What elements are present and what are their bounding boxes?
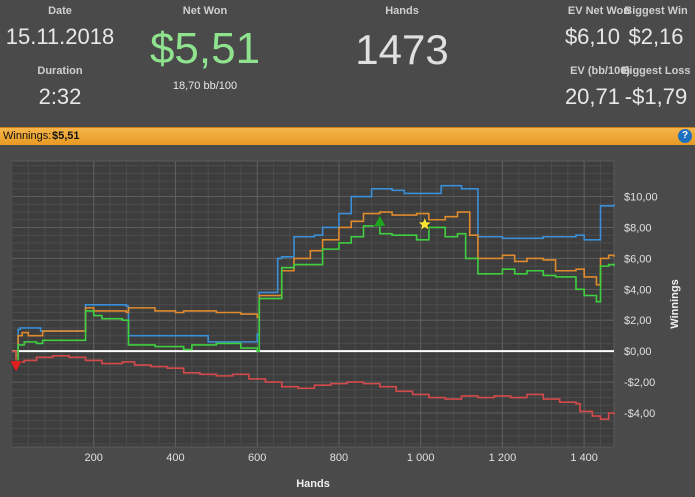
winnings-value: $5,51 [52,130,80,142]
help-icon[interactable]: ? [678,129,692,143]
date-value: 15.11.2018 [5,24,115,49]
x-tick-label: 400 [166,452,184,464]
duration-label: Duration [37,65,83,77]
series-line-3 [12,350,615,420]
net-won-value: $5,51 [149,24,261,73]
biggest-win-value: $2,16 [628,24,684,49]
hands-value: 1473 [355,26,449,73]
series-line-2 [12,225,615,363]
net-won-label: Net Won [182,5,228,17]
biggest-win-label: Biggest Win [624,5,688,17]
x-axis-title: Hands [296,478,330,490]
triangle-up-marker [373,214,387,227]
y-tick-label: $6,00 [624,253,652,265]
y-tick-label: $10,00 [624,192,658,204]
net-won-bb: 18,70 bb/100 [172,80,238,92]
hands-label: Hands [385,5,419,17]
winnings-banner: Winnings: $5,51 ? [0,127,695,146]
ev-net-won-value: $6,10 [564,24,620,49]
triangle-down-marker [9,360,23,373]
y-tick-label: $0,00 [624,346,652,358]
duration-value: 2:32 [38,84,82,109]
y-tick-label: $4,00 [624,284,652,296]
ev-bb-value: 20,71 [564,84,620,109]
winnings-chart: 200 400 600 800 1 000 1 200 1 400 $10,00 $8,00 $6… [0,145,695,492]
y-tick-label: $2,00 [624,315,652,327]
biggest-loss-value: -$1,79 [624,84,688,109]
x-tick-label: 200 [85,452,103,464]
y-tick-label: -$4,00 [624,408,655,420]
x-tick-label: 800 [330,452,348,464]
winnings-label: Winnings: [3,130,52,142]
biggest-loss-label: Biggest Loss [621,65,691,77]
y-tick-label: -$2,00 [624,377,655,389]
y-axis-title: Winnings [669,279,681,328]
x-tick-label: 1 400 [570,452,598,464]
ev-net-won-label: EV Net Won [567,5,630,17]
star-marker [417,216,433,231]
date-label: Date [48,5,72,17]
y-tick-label: $8,00 [624,222,652,234]
x-tick-label: 600 [248,452,266,464]
x-tick-label: 1 200 [489,452,517,464]
chart-svg: 200 400 600 800 1 000 1 200 1 400 $10,00 $8,00 $6… [9,160,681,490]
x-tick-label: 1 000 [407,452,435,464]
stats-panel: Date 15.11.2018 Duration 2:32 Net Won $5… [0,0,695,127]
ev-bb-label: EV (bb/100) [570,65,630,77]
